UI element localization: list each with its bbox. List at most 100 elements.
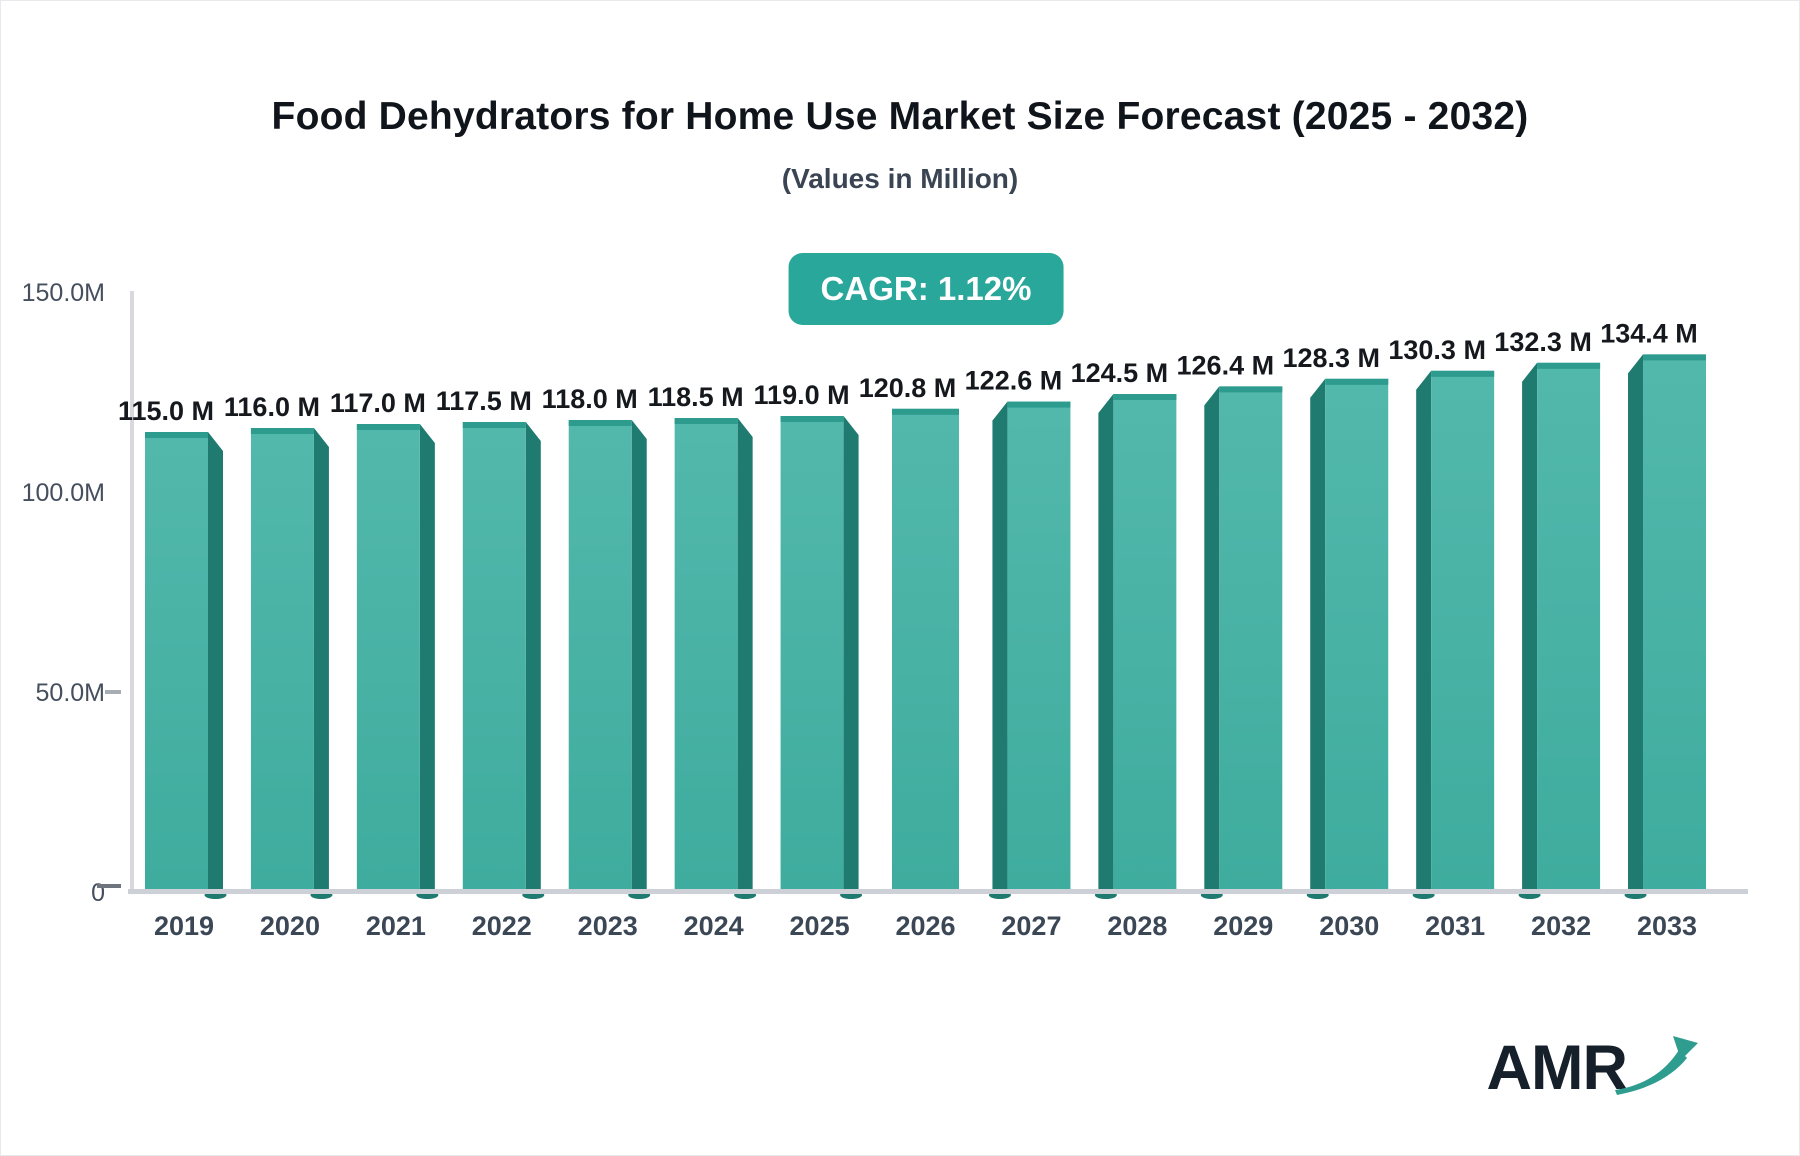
bar-side-face <box>313 428 329 892</box>
bar-front-face <box>145 432 208 892</box>
growth-arrow-icon <box>1615 1036 1698 1095</box>
bar-top-edge <box>1537 362 1601 369</box>
y-axis-line <box>130 291 134 894</box>
bar-top-edge <box>462 422 526 428</box>
x-category-label-2028: 2028 <box>1107 911 1167 941</box>
bar-front-face <box>1325 378 1389 892</box>
bar-side-face <box>1628 354 1644 892</box>
x-category-label-2032: 2032 <box>1531 911 1591 941</box>
x-category-label-2030: 2030 <box>1319 911 1379 941</box>
bar-top-edge <box>1007 401 1071 408</box>
bar-front-face <box>462 422 526 892</box>
bar-top-edge <box>145 432 208 438</box>
bar-front-face <box>356 424 420 892</box>
bar-value-label: 128.3 M <box>1282 343 1380 373</box>
bar-value-label: 122.6 M <box>965 366 1063 396</box>
bar-side-face <box>992 401 1008 892</box>
bar-side-face <box>208 432 223 892</box>
x-category-label-2021: 2021 <box>366 911 426 941</box>
bar-side-face <box>1310 378 1326 892</box>
bar-2032[interactable] <box>1518 362 1601 899</box>
bar-2026[interactable] <box>892 408 960 892</box>
x-category-label-2024: 2024 <box>684 911 744 941</box>
y-tick-label-50.0M: 50.0M <box>36 679 105 707</box>
bar-value-label: 117.0 M <box>330 388 426 418</box>
amr-logo: AMR <box>1487 1034 1699 1100</box>
bar-value-label: 130.3 M <box>1388 335 1486 365</box>
bar-side-face <box>1098 394 1114 892</box>
bar-top-edge <box>674 418 738 424</box>
bar-top-edge <box>1431 370 1495 377</box>
bar-2027[interactable] <box>988 401 1071 899</box>
x-category-label-2026: 2026 <box>895 911 955 941</box>
bar-top-edge <box>1643 354 1707 361</box>
bar-value-label: 115.0 M <box>118 396 214 426</box>
x-category-label-2022: 2022 <box>472 911 532 941</box>
x-category-label-2027: 2027 <box>1001 911 1061 941</box>
bar-value-label: 132.3 M <box>1494 327 1592 357</box>
bar-side-face <box>1204 386 1220 892</box>
bar-2019[interactable] <box>145 432 227 899</box>
chart-title: Food Dehydrators for Home Use Market Siz… <box>271 95 1529 138</box>
arrow-head <box>1673 1036 1698 1060</box>
bar-2030[interactable] <box>1306 378 1389 899</box>
bar-top-edge <box>568 420 632 426</box>
bar-value-label: 118.5 M <box>648 382 744 412</box>
bar-top-edge <box>892 408 960 415</box>
bar-front-face <box>780 416 844 892</box>
y-tick-mark-0 <box>97 884 121 888</box>
bar-side-face <box>419 424 435 892</box>
y-tick-label-100.0M: 100.0M <box>22 479 105 507</box>
x-category-label-2020: 2020 <box>260 911 320 941</box>
bar-value-label: 119.0 M <box>754 380 850 410</box>
bar-value-label: 117.5 M <box>436 386 532 416</box>
x-category-label-2023: 2023 <box>578 911 638 941</box>
arrow-swoosh <box>1615 1050 1687 1095</box>
bar-front-face <box>674 418 738 892</box>
bar-side-face <box>631 420 647 892</box>
bar-value-label: 124.5 M <box>1071 358 1169 388</box>
x-category-label-2033: 2033 <box>1637 911 1697 941</box>
x-category-label-2019: 2019 <box>154 911 214 941</box>
bar-2024[interactable] <box>674 418 757 899</box>
bar-2023[interactable] <box>568 420 651 899</box>
x-category-label-2031: 2031 <box>1425 911 1485 941</box>
bar-side-face <box>1416 370 1432 892</box>
bar-front-face <box>1537 362 1601 892</box>
bar-value-label: 126.4 M <box>1177 350 1275 380</box>
bar-side-face <box>1522 362 1538 892</box>
y-tick-mark-50.0M <box>105 690 121 694</box>
bar-2025[interactable] <box>780 416 863 899</box>
bar-2021[interactable] <box>356 424 439 899</box>
bar-front-face <box>1007 401 1071 892</box>
bar-2031[interactable] <box>1412 370 1495 899</box>
bar-front-face <box>1643 354 1707 892</box>
x-category-label-2025: 2025 <box>790 911 850 941</box>
bar-2028[interactable] <box>1094 394 1177 899</box>
bar-2022[interactable] <box>462 422 545 899</box>
cagr-badge: CAGR: 1.12% <box>788 253 1064 325</box>
bar-top-edge <box>250 428 314 434</box>
bar-front-face <box>250 428 314 892</box>
bar-top-edge <box>1113 394 1177 400</box>
bar-2033[interactable] <box>1624 354 1707 899</box>
bar-front-face <box>1113 394 1177 892</box>
y-tick-label-0: 0 <box>91 879 105 907</box>
bar-value-label: 134.4 M <box>1600 318 1698 348</box>
bar-top-edge <box>780 416 844 422</box>
bar-value-label: 118.0 M <box>542 384 638 414</box>
bar-2029[interactable] <box>1200 386 1283 899</box>
bar-side-face <box>525 422 541 892</box>
bar-top-edge <box>1325 378 1389 385</box>
chart-subtitle: (Values in Million) <box>781 163 1019 194</box>
bar-front-face <box>568 420 632 892</box>
x-category-label-2029: 2029 <box>1213 911 1273 941</box>
amr-logo-text: AMR <box>1486 1033 1628 1103</box>
bar-side-face <box>843 416 859 892</box>
bar-2020[interactable] <box>250 428 333 899</box>
bar-value-label: 120.8 M <box>859 373 957 403</box>
bar-front-face <box>892 408 960 892</box>
bar-top-edge <box>356 424 420 430</box>
